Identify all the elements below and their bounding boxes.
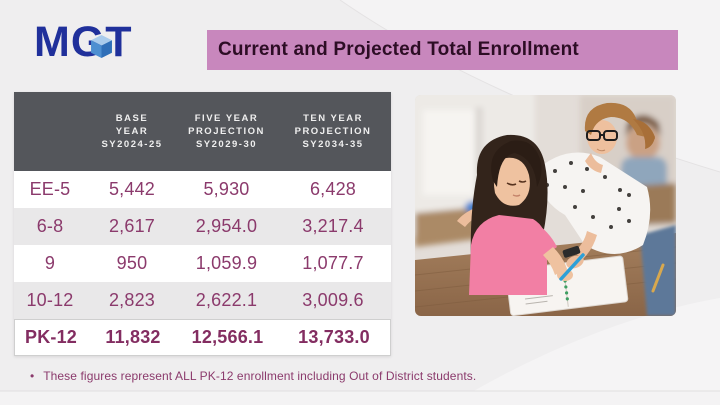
table-header-row: BASE YEAR SY2024-25 FIVE YEAR PROJECTION… [14,92,391,171]
cell-base-year: 5,442 [108,179,156,199]
table-row-total: PK-12 11,832 12,566.1 13,733.0 [14,319,391,356]
cell-base-year: 2,823 [108,290,156,310]
cell-ten-year: 6,428 [309,179,357,199]
cell-ten-year: 1,077.7 [302,253,364,273]
cell-base-year: 2,617 [108,216,156,236]
footnote: • These figures represent ALL PK-12 enro… [30,369,476,384]
cell-base-year: 11,832 [105,327,161,347]
bullet-icon: • [30,369,35,383]
row-label: PK-12 [24,327,78,347]
row-label: 6-8 [36,216,64,236]
table-row: 10-12 2,823 2,622.1 3,009.6 [14,282,391,319]
classroom-photo [415,95,676,316]
mgt-logo-text: MGT [34,18,133,66]
header-ten-year: TEN YEAR PROJECTION SY2034-35 [294,113,372,150]
table-row: 9 950 1,059.9 1,077.7 [14,245,391,282]
row-label: 9 [44,253,56,273]
row-label: 10-12 [26,290,74,310]
title-banner: Current and Projected Total Enrollment [207,30,678,70]
cell-ten-year: 3,217.4 [302,216,364,236]
footnote-text: These figures represent ALL PK-12 enroll… [43,369,477,383]
cell-five-year: 2,622.1 [195,290,258,310]
cube-icon [91,35,112,58]
table-row: 6-8 2,617 2,954.0 3,217.4 [14,208,391,245]
slide-title: Current and Projected Total Enrollment [218,39,579,60]
header-five-year: FIVE YEAR PROJECTION SY2029-30 [188,113,265,150]
enrollment-table: BASE YEAR SY2024-25 FIVE YEAR PROJECTION… [14,92,391,356]
cell-five-year: 1,059.9 [195,253,258,273]
cell-five-year: 2,954.0 [195,216,258,236]
header-base-year: BASE YEAR SY2024-25 [101,113,163,150]
mgt-logo: MGT [34,14,154,70]
cell-ten-year: 13,733.0 [298,327,370,347]
cell-five-year: 5,930 [203,179,250,199]
cell-base-year: 950 [116,253,148,273]
table-row: EE-5 5,442 5,930 6,428 [14,171,391,208]
row-label: EE-5 [29,179,71,199]
cell-ten-year: 3,009.6 [302,290,364,310]
cell-five-year: 12,566.1 [191,327,264,347]
